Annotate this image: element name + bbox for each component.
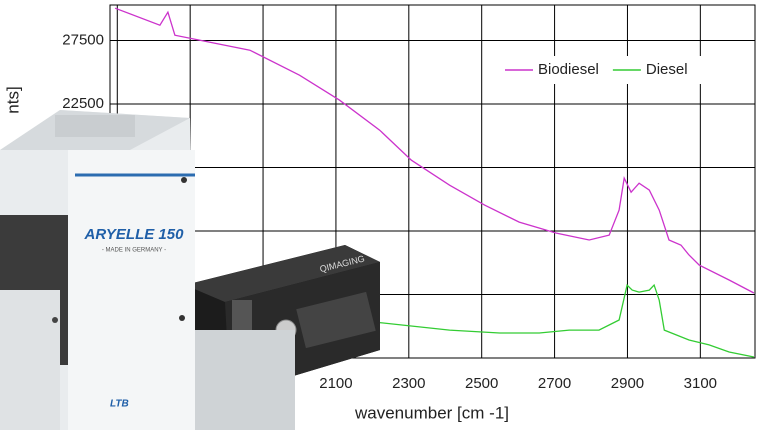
y-tick-label: 22500 bbox=[62, 95, 104, 112]
x-tick-label: 2500 bbox=[465, 375, 498, 392]
spectrometer-front bbox=[68, 150, 195, 430]
brand-text: ARYELLE 150 bbox=[84, 226, 185, 243]
chart: 2500750012500175002250027500150017001900… bbox=[0, 0, 762, 430]
screw bbox=[179, 315, 185, 321]
x-tick-label: 2100 bbox=[319, 375, 352, 392]
y-axis-label: nts] bbox=[3, 86, 22, 113]
origin-text: - MADE IN GERMANY - bbox=[102, 248, 166, 254]
y-tick-label: 27500 bbox=[62, 32, 104, 49]
legend: Biodiesel Diesel bbox=[497, 56, 729, 84]
lower-panel bbox=[0, 290, 60, 430]
x-tick-label: 2700 bbox=[538, 375, 571, 392]
x-tick-label: 2900 bbox=[611, 375, 644, 392]
mount bbox=[185, 330, 295, 430]
x-tick-label: 2300 bbox=[392, 375, 425, 392]
x-axis-label: wavenumber [cm -1] bbox=[354, 403, 509, 422]
maker-text: LTB bbox=[110, 399, 129, 410]
legend-label: Biodiesel bbox=[538, 61, 599, 78]
legend-label: Diesel bbox=[646, 61, 688, 78]
screw bbox=[181, 177, 187, 183]
top-plate bbox=[55, 115, 135, 137]
x-tick-label: 3100 bbox=[684, 375, 717, 392]
screw bbox=[52, 317, 58, 323]
